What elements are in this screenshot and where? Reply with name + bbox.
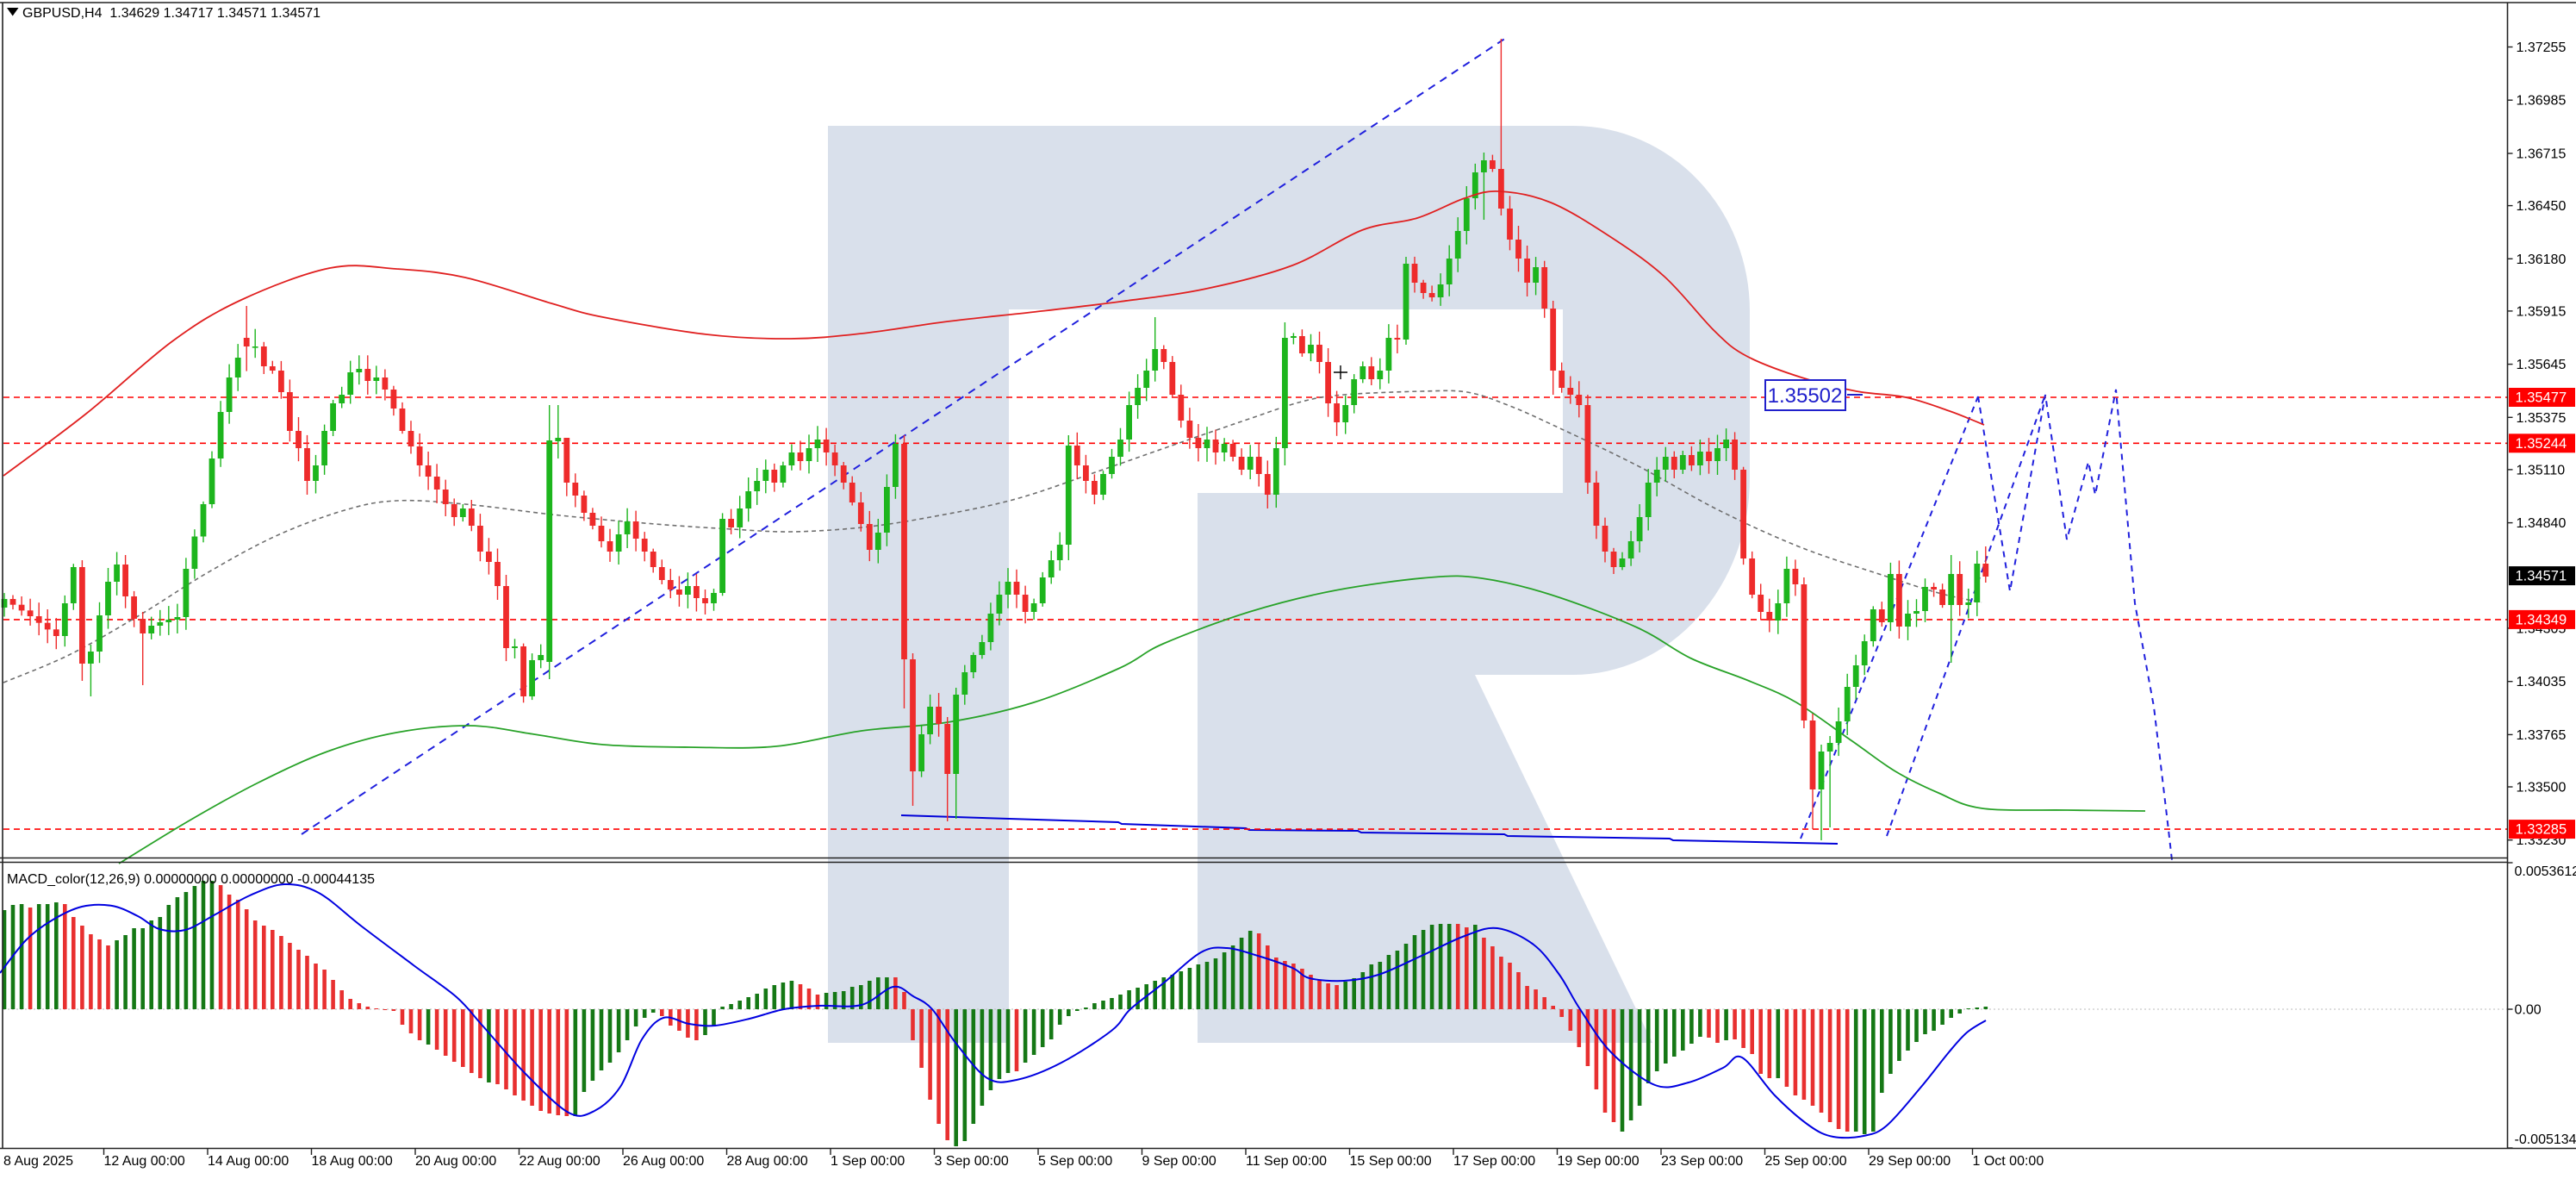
svg-text:28 Aug 00:00: 28 Aug 00:00: [727, 1154, 808, 1169]
svg-text:23 Sep 00:00: 23 Sep 00:00: [1661, 1154, 1743, 1169]
svg-text:1.34035: 1.34035: [2517, 675, 2567, 689]
svg-text:1.35244: 1.35244: [2516, 436, 2567, 452]
svg-text:1.34571: 1.34571: [2516, 569, 2567, 584]
svg-text:1.36715: 1.36715: [2517, 147, 2567, 162]
svg-text:0.00: 0.00: [2515, 1003, 2542, 1018]
svg-text:MACD_color(12,26,9) 0.00000000: MACD_color(12,26,9) 0.00000000 0.0000000…: [7, 872, 375, 887]
svg-text:1.35502: 1.35502: [1768, 384, 1843, 408]
svg-text:1.33500: 1.33500: [2517, 781, 2567, 795]
svg-text:-0.0051347: -0.0051347: [2515, 1132, 2576, 1147]
svg-text:18 Aug 00:00: 18 Aug 00:00: [312, 1154, 393, 1169]
svg-text:1.35915: 1.35915: [2517, 304, 2567, 319]
svg-text:14 Aug 00:00: 14 Aug 00:00: [208, 1154, 289, 1169]
svg-text:1.36180: 1.36180: [2517, 253, 2567, 267]
svg-text:1.33285: 1.33285: [2516, 822, 2567, 838]
svg-text:5 Sep 00:00: 5 Sep 00:00: [1038, 1154, 1112, 1169]
svg-text:1.33765: 1.33765: [2517, 728, 2567, 743]
svg-text:20 Aug 00:00: 20 Aug 00:00: [415, 1154, 496, 1169]
svg-text:11 Sep 00:00: 11 Sep 00:00: [1246, 1154, 1327, 1169]
svg-text:GBPUSD,H4 1.34629 1.34717 1.3: GBPUSD,H4 1.34629 1.34717 1.34571 1.3457…: [22, 6, 320, 21]
svg-text:0.0053612: 0.0053612: [2515, 864, 2576, 879]
svg-text:1 Sep 00:00: 1 Sep 00:00: [831, 1154, 905, 1169]
svg-text:1.36450: 1.36450: [2517, 199, 2567, 214]
svg-text:29 Sep 00:00: 29 Sep 00:00: [1869, 1154, 1951, 1169]
svg-text:12 Aug 00:00: 12 Aug 00:00: [104, 1154, 185, 1169]
svg-text:15 Sep 00:00: 15 Sep 00:00: [1350, 1154, 1432, 1169]
svg-text:8 Aug 2025: 8 Aug 2025: [3, 1154, 73, 1169]
svg-text:1.35477: 1.35477: [2516, 390, 2567, 406]
svg-text:22 Aug 00:00: 22 Aug 00:00: [520, 1154, 600, 1169]
svg-text:1.35375: 1.35375: [2517, 411, 2567, 426]
svg-text:25 Sep 00:00: 25 Sep 00:00: [1765, 1154, 1847, 1169]
svg-text:17 Sep 00:00: 17 Sep 00:00: [1453, 1154, 1535, 1169]
svg-text:19 Sep 00:00: 19 Sep 00:00: [1558, 1154, 1640, 1169]
svg-text:9 Sep 00:00: 9 Sep 00:00: [1142, 1154, 1216, 1169]
svg-text:1.35110: 1.35110: [2517, 463, 2566, 477]
svg-text:1.35645: 1.35645: [2517, 358, 2567, 372]
svg-text:1.34840: 1.34840: [2517, 516, 2567, 531]
svg-text:1 Oct 00:00: 1 Oct 00:00: [1973, 1154, 2044, 1169]
svg-text:26 Aug 00:00: 26 Aug 00:00: [623, 1154, 704, 1169]
svg-text:3 Sep 00:00: 3 Sep 00:00: [935, 1154, 1009, 1169]
svg-text:1.36985: 1.36985: [2517, 94, 2567, 109]
svg-text:1.37255: 1.37255: [2517, 41, 2567, 55]
svg-text:1.34349: 1.34349: [2516, 612, 2567, 627]
